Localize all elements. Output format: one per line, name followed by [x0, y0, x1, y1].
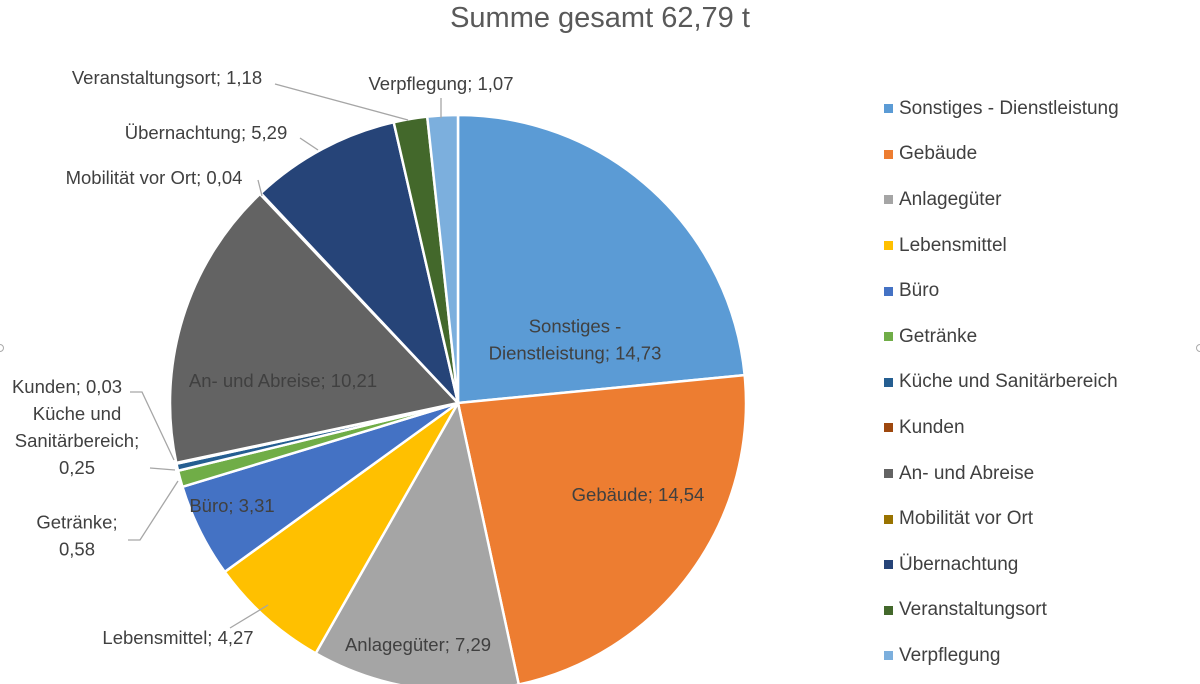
data-label-uebernachtung: Übernachtung; 5,29	[125, 122, 288, 143]
legend-swatch	[884, 104, 893, 114]
leader-line-kueche-und-sanitaerbereich	[149, 467, 176, 471]
legend-swatch	[884, 195, 893, 205]
legend-label: Büro	[899, 280, 940, 302]
legend-swatch	[884, 241, 893, 251]
legend-label: Getränke	[899, 325, 978, 347]
legend-label: Mobilität vor Ort	[899, 508, 1034, 530]
data-label-mobilitaet-vor-ort: Mobilität vor Ort; 0,04	[66, 167, 243, 188]
data-label-veranstaltungsort: Veranstaltungsort; 1,18	[72, 67, 262, 88]
legend-label: Gebäude	[899, 143, 978, 165]
legend-swatch	[884, 377, 893, 387]
pie-slice-lebensmittel	[222, 401, 460, 656]
legend-item-verpflegung: Verpflegung	[884, 633, 1119, 679]
pie-slice-verpflegung	[425, 113, 460, 404]
legend-label: Übernachtung	[899, 553, 1019, 575]
data-label-sonstiges-dienstleistung: Sonstiges -Dienstleistung; 14,73	[489, 316, 662, 364]
pie-slice-anlagegueter	[313, 399, 520, 684]
data-label-getraenke: Getränke; 0,58	[36, 512, 117, 560]
data-label-an-und-abreise: An- und Abreise; 10,21	[189, 370, 377, 391]
chart-legend: Sonstiges - Dienstleistung Gebäude Anlageg…	[884, 86, 1119, 679]
data-label-gebaeude: Gebäude; 14,54	[572, 484, 705, 505]
pie-slice-an-und-abreise	[168, 192, 461, 465]
leader-line-veranstaltungsort	[274, 83, 409, 121]
legend-item-uebernachtung: Übernachtung	[884, 542, 1119, 588]
legend-label: Anlagegüter	[899, 188, 1002, 210]
legend-label: Verpflegung	[899, 644, 1001, 666]
legend-item-sonstiges-dienstleistung: Sonstiges - Dienstleistung	[884, 86, 1119, 132]
leader-line-lebensmittel	[229, 604, 269, 629]
legend-swatch	[884, 651, 893, 661]
legend-item-gebaeude: Gebäude	[884, 132, 1119, 178]
legend-item-getraenke: Getränke	[884, 314, 1119, 360]
data-label-verpflegung: Verpflegung; 1,07	[368, 73, 513, 94]
data-label-kueche-und-sanitaerbereich: Küche und Sanitärbereich; 0,25	[15, 403, 139, 478]
data-label-lebensmittel: Lebensmittel; 4,27	[102, 627, 253, 648]
legend-item-lebensmittel: Lebensmittel	[884, 223, 1119, 269]
leader-line-kunden	[130, 391, 175, 461]
chart-title: Summe gesamt 62,79 t	[450, 2, 750, 34]
pie-slice-gebaeude	[456, 373, 748, 684]
legend-swatch	[884, 423, 893, 433]
legend-item-veranstaltungsort: Veranstaltungsort	[884, 588, 1119, 634]
legend-swatch	[884, 149, 893, 159]
data-label-kunden: Kunden; 0,03	[12, 376, 122, 397]
leader-line-uebernachtung	[299, 137, 319, 151]
legend-item-anlagegueter: Anlagegüter	[884, 177, 1119, 223]
leader-line-getraenke	[128, 480, 179, 541]
data-label-buero: Büro; 3,31	[189, 495, 274, 516]
legend-item-kunden: Kunden	[884, 405, 1119, 451]
legend-item-buero: Büro	[884, 268, 1119, 314]
legend-swatch	[884, 605, 893, 615]
legend-label: Küche und Sanitärbereich	[899, 371, 1118, 393]
pie-slice-sonstiges-dienstleistung	[456, 113, 747, 405]
legend-label: Sonstiges - Dienstleistung	[899, 97, 1119, 119]
leader-line-mobilitaet-vor-ort	[257, 179, 263, 197]
resize-handle-right[interactable]	[1196, 344, 1200, 352]
legend-swatch	[884, 332, 893, 342]
legend-item-kueche-und-sanitaerbereich: Küche und Sanitärbereich	[884, 360, 1119, 406]
legend-label: Veranstaltungsort	[899, 599, 1047, 621]
legend-swatch	[884, 469, 893, 479]
legend-item-an-und-abreise: An- und Abreise	[884, 451, 1119, 497]
legend-label: An- und Abreise	[899, 462, 1035, 484]
legend-label: Kunden	[899, 416, 965, 438]
legend-item-mobilitaet-vor-ort: Mobilität vor Ort	[884, 496, 1119, 542]
legend-swatch	[884, 560, 893, 570]
legend-label: Lebensmittel	[899, 234, 1007, 256]
legend-swatch	[884, 286, 893, 296]
legend-swatch	[884, 514, 893, 524]
data-label-anlagegueter: Anlagegüter; 7,29	[345, 634, 491, 655]
